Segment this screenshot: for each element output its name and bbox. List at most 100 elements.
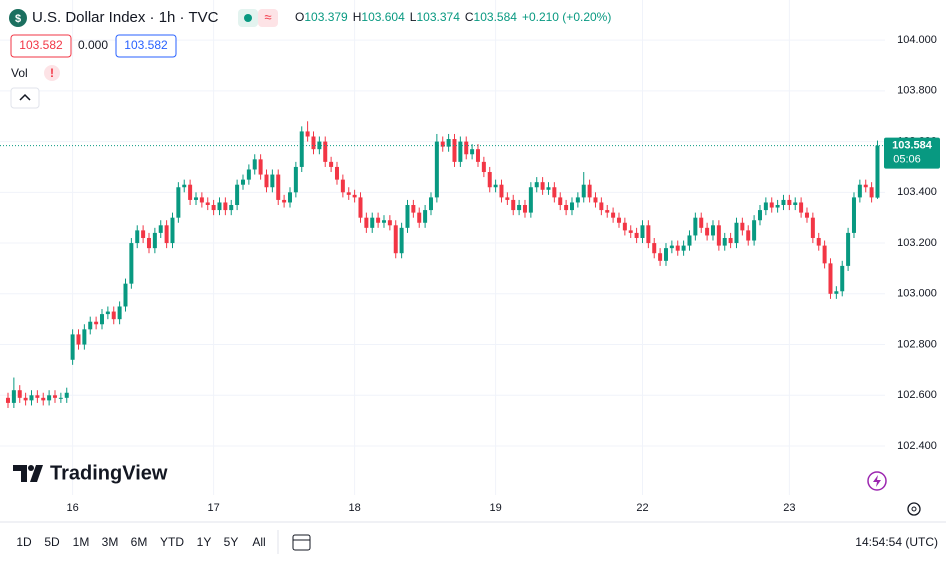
x-tick-label: 23 xyxy=(783,502,795,514)
candle-body xyxy=(270,174,275,188)
range-button[interactable]: 5D xyxy=(44,535,60,549)
candle-body xyxy=(534,182,539,188)
range-button[interactable]: All xyxy=(252,535,265,549)
candle-body xyxy=(381,220,386,223)
ask-box[interactable] xyxy=(115,34,177,58)
candle-body xyxy=(540,182,545,190)
candle-body xyxy=(358,197,363,218)
candle-body xyxy=(64,392,69,398)
candle-body xyxy=(5,397,10,403)
candle-body xyxy=(646,225,651,244)
candle-body xyxy=(317,141,322,150)
candle-body xyxy=(705,227,710,236)
collapse-button[interactable] xyxy=(10,87,40,109)
candle-body xyxy=(863,184,868,188)
x-tick-label: 16 xyxy=(66,502,78,514)
candle-body xyxy=(681,245,686,251)
symbol-icon-glyph: $ xyxy=(15,13,21,25)
lightning-icon xyxy=(873,475,881,487)
candle-body xyxy=(699,217,704,228)
candle-body xyxy=(517,205,522,211)
date-range-button[interactable] xyxy=(292,534,311,551)
ohlc-value: 103.379 xyxy=(304,10,348,24)
candle-body xyxy=(88,321,93,330)
candle-body xyxy=(35,395,40,398)
volume-warning-glyph: ! xyxy=(50,66,54,80)
ask-price: 103.582 xyxy=(124,38,168,52)
candle-body xyxy=(417,212,422,223)
calendar-icon xyxy=(292,534,311,551)
candle-body xyxy=(176,187,181,218)
candle-body xyxy=(851,197,856,233)
symbol-title: U.S. Dollar Index · 1h · TVC xyxy=(32,9,219,26)
candle-body xyxy=(840,265,845,292)
candle-body xyxy=(141,230,146,238)
candle-body xyxy=(728,237,733,244)
candle-body xyxy=(334,166,339,180)
ohlc-key: O xyxy=(295,10,304,24)
bid-box[interactable] xyxy=(10,34,72,58)
candle-body xyxy=(293,166,298,193)
volume-warning[interactable] xyxy=(44,65,60,81)
volume-label: Vol xyxy=(11,66,28,80)
candle-body xyxy=(193,197,198,200)
range-button[interactable]: YTD xyxy=(160,535,184,549)
candle-body xyxy=(323,141,328,162)
delay-badge[interactable] xyxy=(258,9,278,27)
candle-body xyxy=(734,222,739,244)
bid-price: 103.582 xyxy=(19,38,63,52)
y-tick-label: 103.200 xyxy=(897,237,937,249)
candle-body xyxy=(793,202,798,206)
candle-body xyxy=(464,141,469,155)
candle-body xyxy=(558,197,563,206)
candle-body xyxy=(822,245,827,264)
candle-body xyxy=(258,159,263,175)
candle-body xyxy=(687,235,692,246)
price-change: +0.210 (+0.20%) xyxy=(522,10,611,24)
candle-body xyxy=(616,217,621,223)
candle-body xyxy=(352,194,357,198)
logo-shape xyxy=(30,465,43,482)
y-tick-label: 103.000 xyxy=(897,288,937,300)
range-button[interactable]: 1M xyxy=(73,535,90,549)
candle-body xyxy=(152,232,157,249)
candle-body xyxy=(746,230,751,241)
settings-button[interactable] xyxy=(907,502,921,516)
candle-body xyxy=(182,184,187,188)
last-price-box xyxy=(884,137,940,169)
candle-body xyxy=(769,202,774,208)
range-button[interactable]: 1D xyxy=(16,535,32,549)
candle-body xyxy=(387,220,392,226)
range-button[interactable]: 5Y xyxy=(224,535,239,549)
candle-body xyxy=(552,187,557,198)
x-tick-label: 22 xyxy=(636,502,648,514)
candle-body xyxy=(376,217,381,223)
y-tick-label: 103.800 xyxy=(897,85,937,97)
y-tick-label: 102.600 xyxy=(897,389,937,401)
range-button[interactable]: 6M xyxy=(131,535,148,549)
range-button[interactable]: 3M xyxy=(102,535,119,549)
candle-body xyxy=(810,217,815,238)
candle-body xyxy=(564,205,569,211)
candle-body xyxy=(816,237,821,246)
candle-body xyxy=(757,210,762,221)
candle-body xyxy=(522,205,527,213)
candle-body xyxy=(470,149,475,155)
candle-body xyxy=(82,329,87,345)
candle-body xyxy=(229,205,234,211)
candle-body xyxy=(434,141,439,198)
candle-body xyxy=(652,243,657,254)
candle-body xyxy=(428,197,433,211)
candle-body xyxy=(605,210,610,213)
candle-body xyxy=(834,291,839,294)
candle-body xyxy=(205,202,210,206)
candle-body xyxy=(452,139,457,162)
ohlc-key: C xyxy=(465,10,474,24)
candle-body xyxy=(740,222,745,231)
range-button[interactable]: 1Y xyxy=(197,535,212,549)
candle-body xyxy=(658,253,663,261)
candle-body xyxy=(117,306,122,320)
candle-body xyxy=(481,161,486,173)
candle-body xyxy=(846,232,851,266)
